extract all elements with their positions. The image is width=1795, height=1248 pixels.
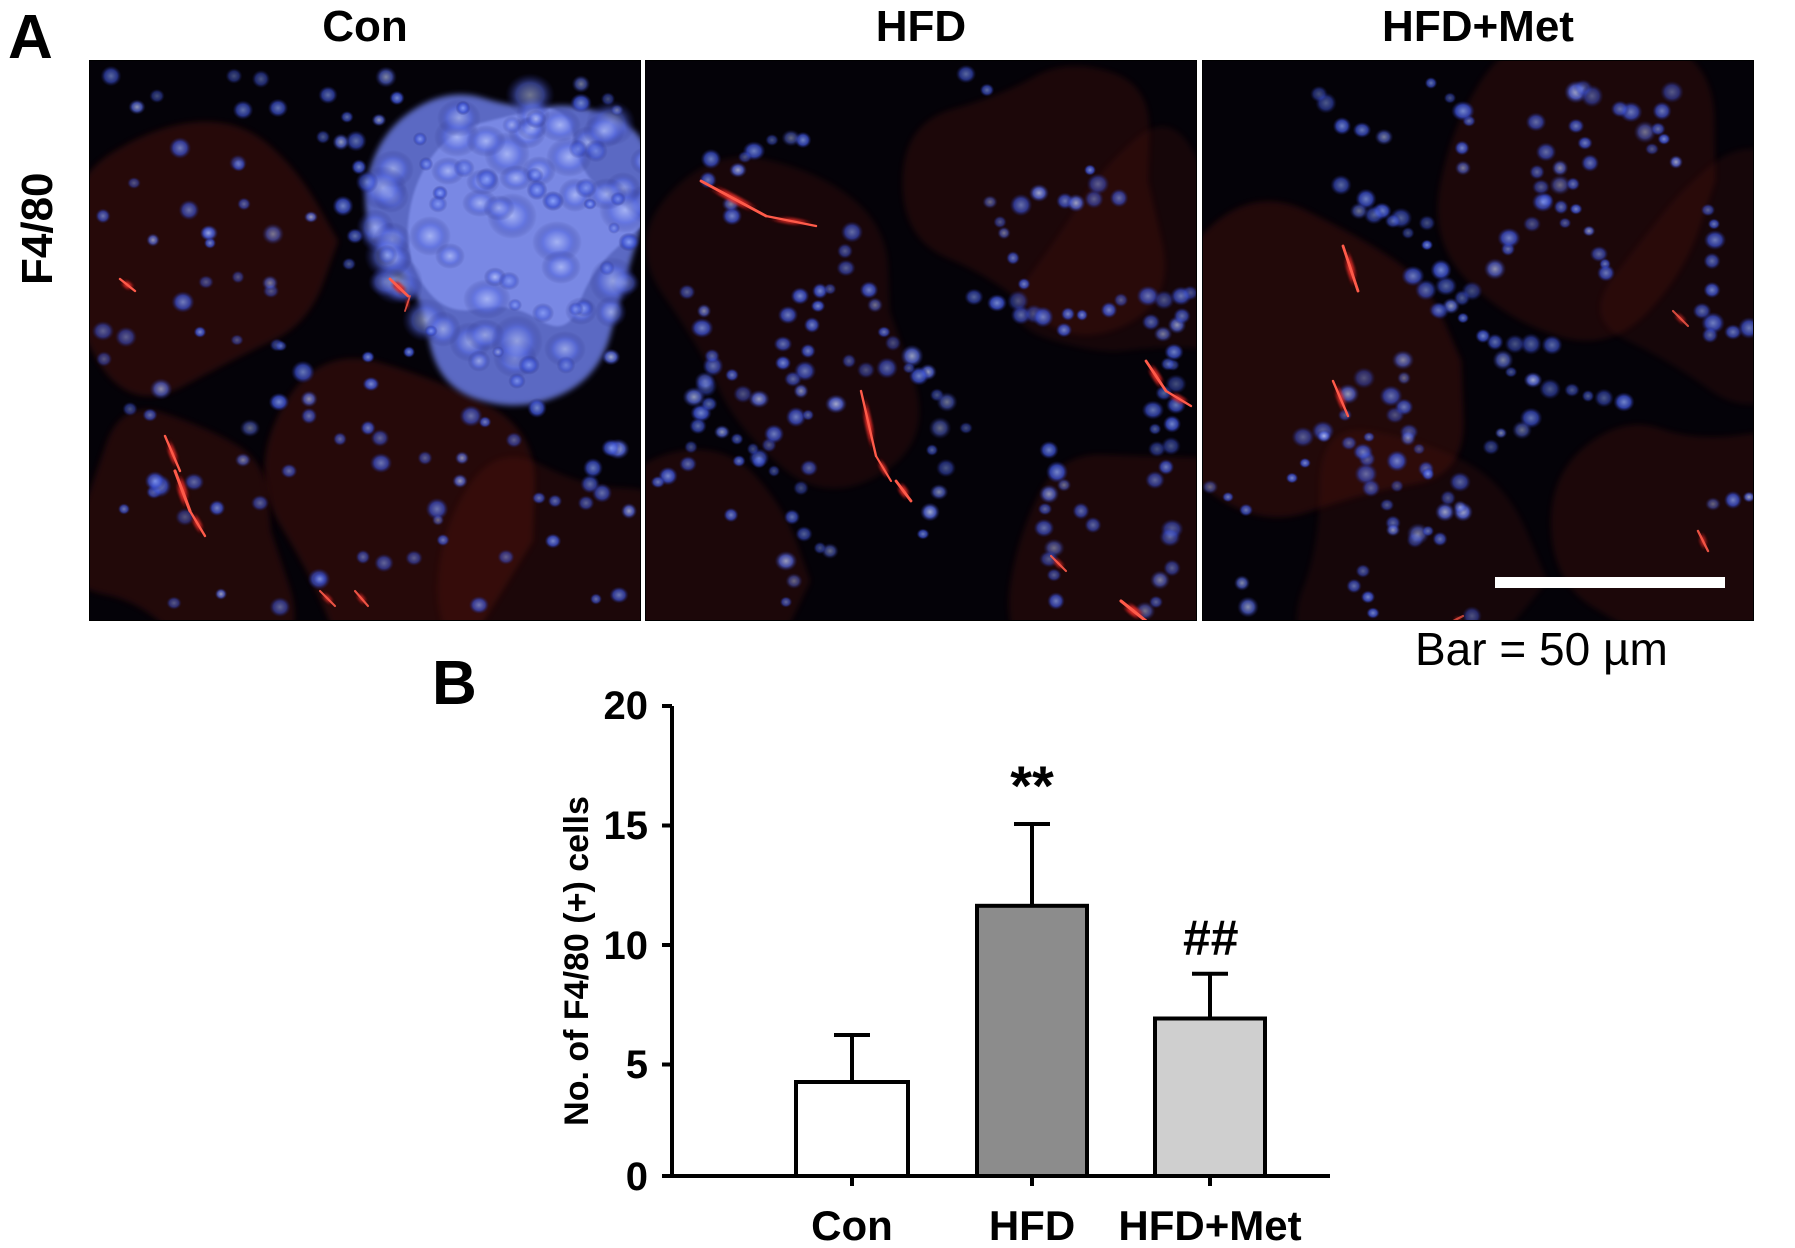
svg-text:5: 5: [626, 1043, 648, 1087]
svg-text:##: ##: [1182, 910, 1238, 966]
svg-text:HFD: HFD: [989, 1202, 1075, 1248]
svg-text:Con: Con: [811, 1202, 893, 1248]
svg-text:10: 10: [604, 924, 649, 968]
svg-text:**: **: [1010, 754, 1054, 817]
svg-text:0: 0: [626, 1155, 648, 1199]
svg-text:HFD+Met: HFD+Met: [1118, 1202, 1301, 1248]
svg-text:20: 20: [604, 684, 649, 728]
svg-text:15: 15: [604, 804, 649, 848]
